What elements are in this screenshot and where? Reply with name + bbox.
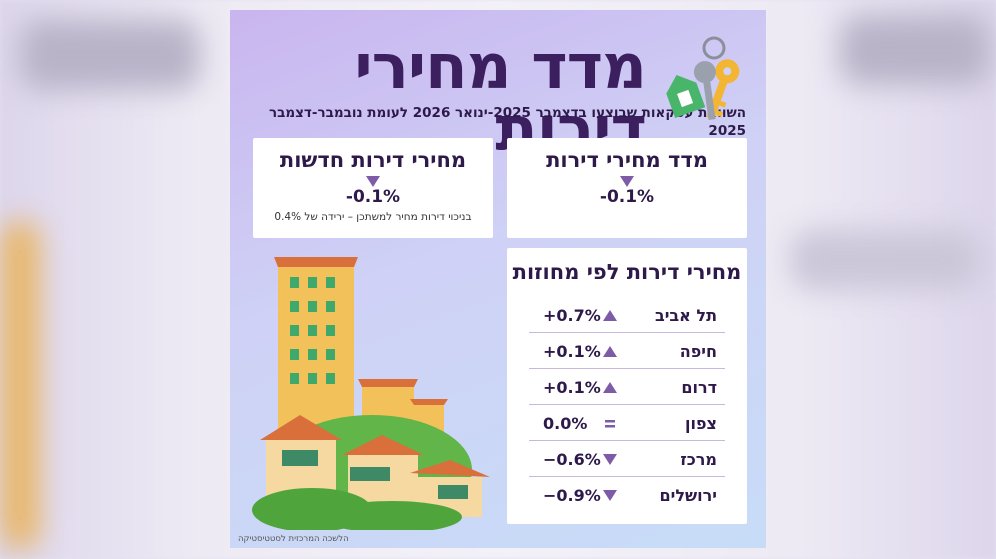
district-name: חיפה [679, 341, 717, 361]
district-row: חיפה +0.1% [529, 334, 725, 369]
district-row: צפון 0.0% [529, 406, 725, 441]
district-change: +0.1% [543, 341, 601, 361]
district-row: תל אביב +0.7% [529, 298, 725, 333]
district-change: 0.0% [543, 413, 588, 433]
blurred-decor [0, 220, 40, 550]
new-apartments-box: מחירי דירות חדשות -0.1% בניכוי דירות מחי… [253, 138, 493, 238]
down-arrow [366, 176, 380, 187]
down-arrow [603, 489, 617, 501]
district-name: תל אביב [654, 305, 717, 325]
districts-box: מחירי דירות לפי מחוזות תל אביב +0.7% חיפה… [507, 248, 747, 524]
blurred-decor [790, 230, 980, 290]
down-arrow [620, 176, 634, 187]
district-row: מרכז −0.6% [529, 442, 725, 477]
district-row: דרום +0.1% [529, 370, 725, 405]
index-box: מדד מחירי דירות -0.1% [507, 138, 747, 238]
change-value: -0.1% [599, 187, 655, 207]
equal-sign [605, 419, 615, 427]
infographic-card: מדד מחירי דירות השוואת עסקאות שבוצעו בדצ… [230, 10, 766, 548]
box-title: מדד מחירי דירות [546, 148, 708, 172]
up-arrow [603, 345, 617, 357]
district-name: דרום [681, 377, 717, 397]
district-name: מרכז [680, 449, 717, 469]
district-name: ירושלים [659, 485, 718, 505]
district-change: −0.9% [543, 485, 601, 505]
note: בניכוי דירות מחיר למשתכן – ירידה של 0.4% [274, 211, 472, 223]
district-row: ירושלים −0.9% [529, 478, 725, 512]
keys-icon [666, 36, 740, 121]
down-arrow [603, 453, 617, 465]
up-arrow [603, 309, 617, 321]
buildings-illustration [252, 257, 490, 530]
box-title: מחירי דירות חדשות [279, 148, 467, 172]
up-arrow [603, 381, 617, 393]
districts-title: מחירי דירות לפי מחוזות [512, 260, 742, 284]
source: הלשכה המרכזית לסטטיסטיקה [238, 534, 349, 544]
district-name: צפון [685, 413, 717, 433]
district-change: −0.6% [543, 449, 601, 469]
change-value: -0.1% [345, 187, 401, 207]
blurred-decor [840, 15, 990, 85]
blurred-decor [20, 20, 200, 90]
district-change: +0.1% [543, 377, 601, 397]
district-change: +0.7% [543, 305, 601, 325]
